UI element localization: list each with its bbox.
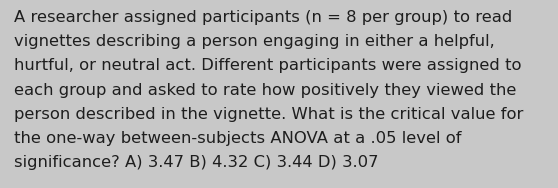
Text: significance? A) 3.47 B) 4.32 C) 3.44 D) 3.07: significance? A) 3.47 B) 4.32 C) 3.44 D)… <box>14 155 378 170</box>
Text: vignettes describing a person engaging in either a helpful,: vignettes describing a person engaging i… <box>14 34 495 49</box>
Text: A researcher assigned participants (n = 8 per group) to read: A researcher assigned participants (n = … <box>14 10 512 25</box>
Text: hurtful, or neutral act. Different participants were assigned to: hurtful, or neutral act. Different parti… <box>14 58 521 74</box>
Text: each group and asked to rate how positively they viewed the: each group and asked to rate how positiv… <box>14 83 516 98</box>
Text: the one-way between-subjects ANOVA at a .05 level of: the one-way between-subjects ANOVA at a … <box>14 131 461 146</box>
Text: person described in the vignette. What is the critical value for: person described in the vignette. What i… <box>14 107 523 122</box>
